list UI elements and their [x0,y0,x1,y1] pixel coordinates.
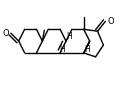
Text: H: H [59,45,65,54]
Text: O: O [107,17,114,26]
Text: H: H [66,32,72,41]
Text: H: H [84,45,89,54]
Text: O: O [3,29,9,38]
